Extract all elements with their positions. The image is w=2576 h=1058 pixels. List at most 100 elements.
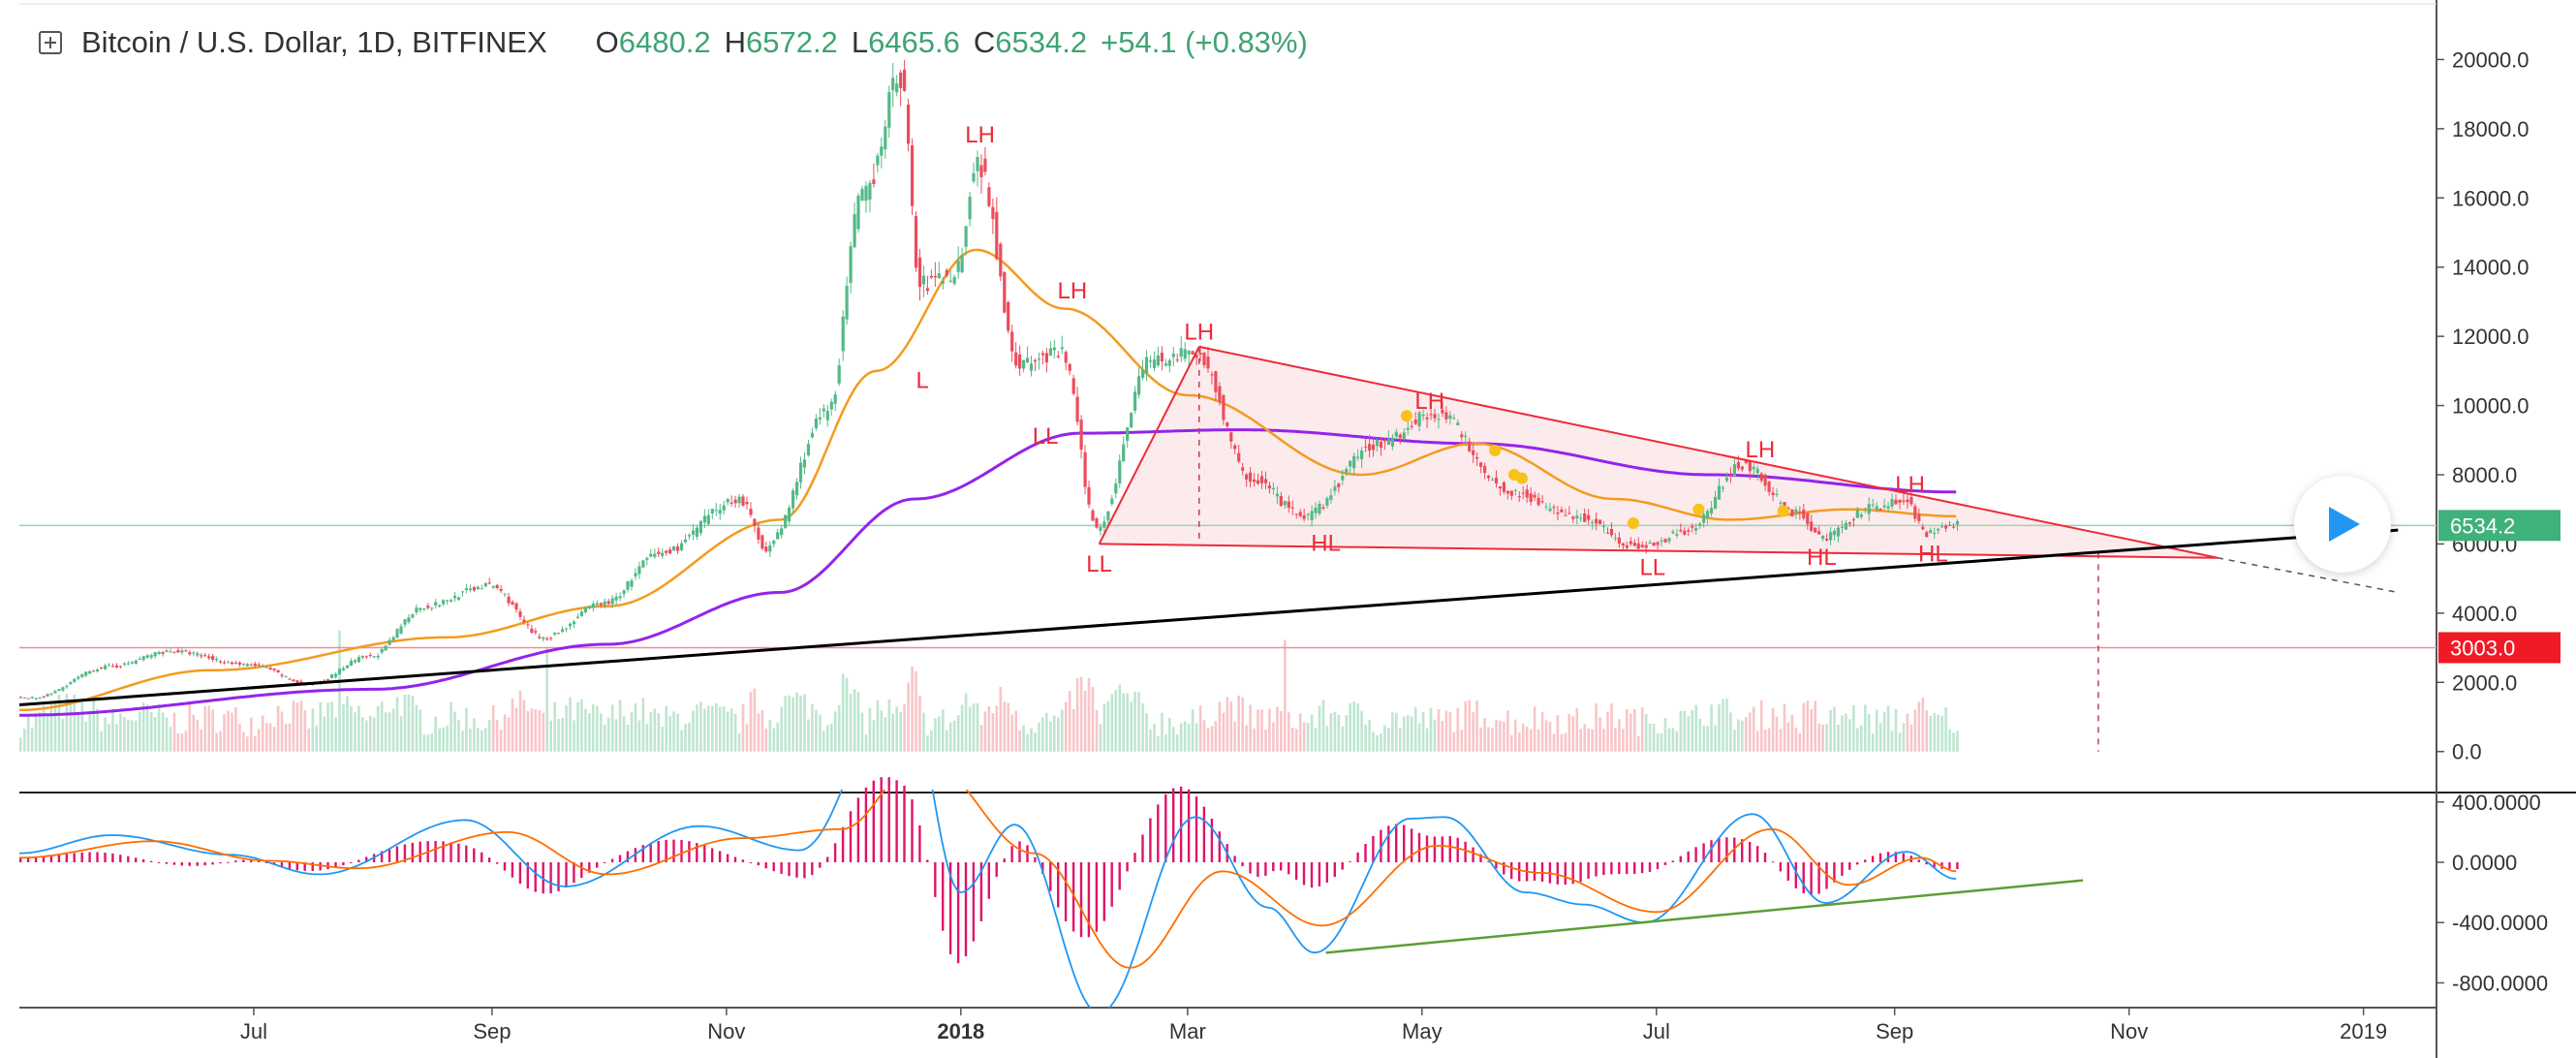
macd-histogram-bar xyxy=(987,862,990,899)
volume-bar xyxy=(1290,728,1294,752)
volume-bar xyxy=(438,728,441,752)
high-label: H xyxy=(724,25,746,59)
volume-bar xyxy=(303,710,307,752)
macd-histogram-bar xyxy=(895,780,898,862)
volume-bar xyxy=(592,704,595,752)
volume-bar xyxy=(73,695,77,752)
volume-bar xyxy=(1737,719,1740,752)
volume-bar xyxy=(1276,706,1279,752)
macd-histogram-bar xyxy=(741,859,745,862)
volume-bar xyxy=(100,731,103,752)
volume-bar xyxy=(246,736,249,752)
volume-bar xyxy=(561,718,564,752)
volume-bar xyxy=(1614,728,1617,752)
candle-body xyxy=(1667,538,1671,542)
candle-body xyxy=(196,653,200,656)
candle-body xyxy=(1505,490,1509,494)
volume-bar xyxy=(369,715,372,752)
candle-body xyxy=(837,365,841,384)
macd-histogram-bar xyxy=(549,862,552,893)
volume-bar xyxy=(1925,710,1928,752)
plus-square-icon[interactable] xyxy=(39,31,62,54)
volume-bar xyxy=(477,728,480,752)
macd-histogram-bar xyxy=(1510,862,1513,880)
macd-histogram-bar xyxy=(135,857,138,862)
volume-bar xyxy=(1779,729,1783,752)
candle-body xyxy=(1095,518,1099,528)
volume-bar xyxy=(942,709,945,752)
volume-bar xyxy=(845,677,849,752)
candle-body xyxy=(1944,525,1948,529)
candle-body xyxy=(610,598,614,605)
candle-body xyxy=(1851,519,1855,521)
volume-bar xyxy=(1164,733,1167,752)
projection-dashed-line xyxy=(2217,556,2399,594)
volume-bar xyxy=(1629,713,1632,752)
candle-body xyxy=(1855,510,1859,518)
volume-bar xyxy=(135,720,138,752)
candle-body xyxy=(326,679,330,681)
candle-body xyxy=(249,665,253,667)
time-tick-label: 2018 xyxy=(937,1019,984,1043)
candle-body xyxy=(1560,510,1564,513)
macd-histogram-bar xyxy=(526,862,529,889)
volume-bar xyxy=(507,717,511,752)
candle-body xyxy=(1798,511,1802,513)
volume-bar xyxy=(1679,711,1683,752)
volume-bar xyxy=(729,708,733,752)
candle-body xyxy=(972,172,976,182)
candle-body xyxy=(1256,480,1260,484)
volume-bar xyxy=(1360,710,1363,752)
candle-body xyxy=(276,669,280,672)
candle-body xyxy=(1533,494,1536,498)
candle-body xyxy=(1218,386,1222,402)
volume-bar xyxy=(1890,731,1894,752)
volume-bar xyxy=(1845,713,1847,752)
volume-bar xyxy=(1202,720,1206,752)
candle-body xyxy=(1259,476,1264,483)
volume-bar xyxy=(257,729,261,752)
macd-histogram-bar xyxy=(596,862,599,868)
volume-bar xyxy=(596,705,599,752)
candle-body xyxy=(226,662,231,664)
candle-body xyxy=(1771,492,1775,495)
volume-bar xyxy=(1337,714,1341,752)
play-button[interactable] xyxy=(2294,476,2391,573)
macd-histogram-bar xyxy=(1387,825,1390,862)
volume-bar xyxy=(622,716,626,752)
candle-body xyxy=(1955,520,1960,525)
candle-body xyxy=(1187,351,1191,355)
macd-histogram-bar xyxy=(1694,847,1697,862)
volume-bar xyxy=(1064,701,1068,752)
signal-dot xyxy=(1777,505,1789,517)
volume-bar xyxy=(223,714,226,752)
candle-body xyxy=(1732,464,1736,478)
volume-bar xyxy=(737,732,741,752)
macd-histogram-bar xyxy=(911,799,914,862)
candle-body xyxy=(941,281,945,284)
volume-bar xyxy=(30,727,34,752)
macd-histogram-bar xyxy=(1372,836,1375,862)
time-tick-label: May xyxy=(1402,1019,1443,1043)
macd-histogram-bar xyxy=(1633,862,1636,874)
volume-bar xyxy=(1403,716,1406,752)
macd-histogram-bar xyxy=(495,862,499,864)
candle-body xyxy=(57,689,61,691)
candle-body xyxy=(1564,514,1567,516)
volume-bar xyxy=(1806,700,1810,752)
candle-body xyxy=(1352,455,1356,469)
macd-histogram-bar xyxy=(411,842,414,862)
volume-bar xyxy=(469,729,472,752)
candle-body xyxy=(1552,507,1556,509)
volume-bar xyxy=(1095,710,1099,752)
macd-histogram-bar xyxy=(311,862,314,871)
volume-bar xyxy=(1406,715,1410,752)
macd-histogram-bar xyxy=(1503,862,1505,875)
price-tick-label: 16000.0 xyxy=(2452,186,2529,210)
macd-histogram-bar xyxy=(1825,862,1828,889)
macd-histogram-bar xyxy=(219,862,222,864)
macd-tick-label: 0.0000 xyxy=(2452,851,2517,875)
volume-bar xyxy=(92,700,95,752)
